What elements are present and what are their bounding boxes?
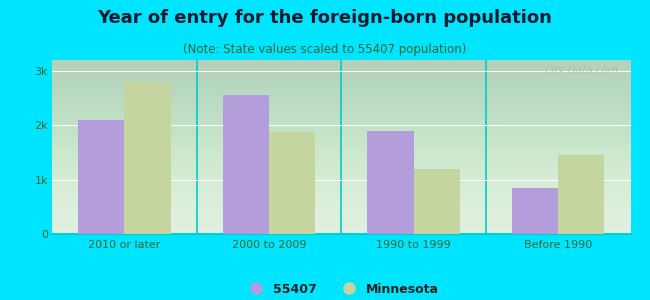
Bar — [413, 169, 460, 234]
Bar — [512, 188, 558, 234]
Legend: 55407, Minnesota: 55407, Minnesota — [239, 278, 444, 300]
Bar — [223, 95, 269, 234]
Text: City-Data.com: City-Data.com — [545, 65, 619, 75]
Bar — [367, 131, 413, 234]
Bar — [124, 82, 170, 234]
Text: (Note: State values scaled to 55407 population): (Note: State values scaled to 55407 popu… — [183, 44, 467, 56]
Bar — [269, 132, 315, 234]
Bar — [558, 155, 605, 234]
Text: Year of entry for the foreign-born population: Year of entry for the foreign-born popul… — [98, 9, 552, 27]
Bar — [78, 120, 124, 234]
